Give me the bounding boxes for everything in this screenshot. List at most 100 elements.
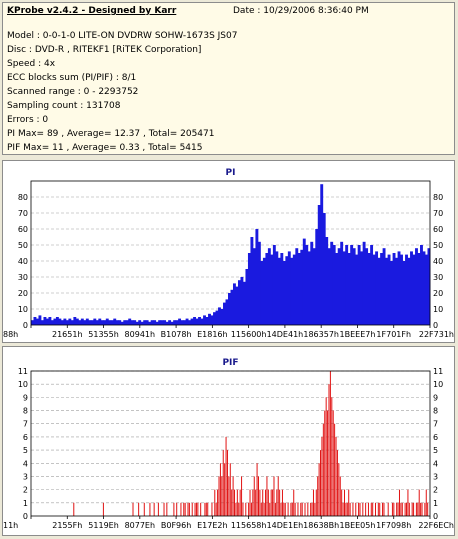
pif-bar: [352, 502, 354, 516]
pif-bar: [219, 463, 221, 516]
pi-bar: [70, 320, 74, 325]
pi-bar: [35, 318, 39, 325]
pi-x-tick-label: 115600h: [231, 330, 267, 339]
pif-y-tick-right: 6: [433, 433, 438, 442]
pi-bar: [332, 245, 336, 325]
pif-bar: [421, 502, 423, 516]
pi-y-tick-right: 80: [433, 193, 443, 202]
pi-bar: [397, 251, 401, 325]
pif-bar: [349, 502, 351, 516]
disc-line: Disc : DVD-R , RITEKF1 [RiTEK Corporatio…: [7, 45, 202, 55]
pi-bar: [412, 254, 416, 325]
pi-bar: [382, 248, 386, 325]
pif-bar: [300, 502, 302, 516]
pi-bar: [228, 293, 231, 325]
pif-bar: [252, 489, 254, 516]
pif-bar: [408, 502, 410, 516]
speed-line: Speed : 4x: [7, 59, 56, 69]
pif-bar: [205, 502, 207, 516]
pi-bar: [275, 251, 279, 325]
pif-bar: [425, 489, 427, 516]
pif-bar: [194, 502, 196, 516]
pi-bar: [350, 245, 354, 325]
pi-bar: [93, 318, 97, 325]
pif-bar: [336, 450, 338, 516]
pi-y-tick-right: 10: [433, 305, 443, 314]
pif-bar: [245, 502, 247, 516]
pi-bar: [48, 317, 52, 325]
pif-bar: [367, 502, 369, 516]
pif-bar: [329, 371, 331, 516]
pi-bar: [357, 245, 361, 325]
scanned-range-line: Scanned range : 0 - 2293752: [7, 87, 139, 97]
pif-x-tick-label: 1F7098h: [376, 521, 411, 530]
pi-bar: [395, 257, 398, 325]
pi-bar: [120, 321, 124, 325]
pi-bar: [317, 205, 321, 325]
pi-y-tick-right: 0: [433, 321, 438, 330]
pi-bar: [377, 257, 381, 325]
pif-bar: [153, 502, 155, 516]
pi-bar: [223, 302, 226, 325]
pi-y-tick-right: 30: [433, 273, 443, 282]
pi-bar: [390, 261, 393, 325]
pif-x-tick-label: 18638Bh: [303, 521, 339, 530]
pif-bar: [365, 502, 367, 516]
pif-bar: [180, 502, 182, 516]
pif-bar: [315, 489, 317, 516]
pi-x-tick-label: E1816h: [197, 330, 227, 339]
pif-bar: [335, 436, 337, 516]
pi-bar: [385, 257, 389, 325]
pi-bar: [203, 315, 206, 325]
pi-bar: [215, 310, 219, 325]
pi-plot-frame: [30, 180, 431, 326]
pi-bar: [103, 320, 107, 325]
pi-bar: [38, 315, 42, 325]
pi-bar: [240, 277, 244, 325]
pif-y-tick-left: 4: [23, 459, 28, 468]
pi-bar: [245, 269, 249, 325]
pif-bar: [273, 476, 275, 516]
pif-bar: [238, 502, 240, 516]
pi-bar: [282, 261, 286, 325]
pi-bar: [362, 241, 366, 325]
pi-bar: [158, 320, 162, 325]
pif-x-tick-label: 2155Fh: [52, 521, 82, 530]
pi-bar: [110, 320, 114, 325]
pif-bar: [166, 502, 168, 516]
pif-bar: [411, 502, 413, 516]
pi-bar: [163, 320, 167, 325]
pif-bar: [73, 502, 75, 516]
pi-y-tick-left: 20: [18, 289, 28, 298]
pi-bar: [257, 241, 261, 325]
pi-bar: [145, 320, 149, 325]
pi-bar: [372, 254, 376, 325]
pif-bar: [204, 502, 206, 516]
pif-y-tick-right: 3: [433, 472, 438, 481]
pi-bar: [165, 321, 169, 325]
pi-bar: [31, 320, 34, 325]
pif-bar: [387, 502, 389, 516]
pif-bar: [255, 489, 257, 516]
pi-chart: PI 0 0 10 10 20 20 30 30 40 40 50 50 60 60 70 70 80 80 88h 2…: [3, 168, 454, 339]
pif-bar: [267, 489, 269, 516]
pif-bar: [345, 502, 347, 516]
pif-bar: [250, 502, 252, 516]
pif-bar: [314, 502, 316, 516]
pif-bar: [287, 502, 289, 516]
pi-bar: [133, 320, 137, 325]
pif-y-tick-right: 1: [433, 499, 438, 508]
pi-bar: [252, 248, 256, 325]
pi-bar: [140, 321, 144, 325]
pi-x-tick-label: 88h: [3, 330, 18, 339]
pi-bar: [267, 248, 271, 325]
pif-bar: [328, 384, 330, 516]
pi-y-tick-right: 70: [433, 209, 443, 218]
pi-y-tick-left: 30: [18, 273, 28, 282]
pi-bar: [307, 251, 311, 325]
pif-bar: [279, 489, 281, 516]
pi-bar: [360, 251, 364, 325]
pif-bar: [359, 502, 361, 516]
pi-bar: [73, 317, 77, 325]
